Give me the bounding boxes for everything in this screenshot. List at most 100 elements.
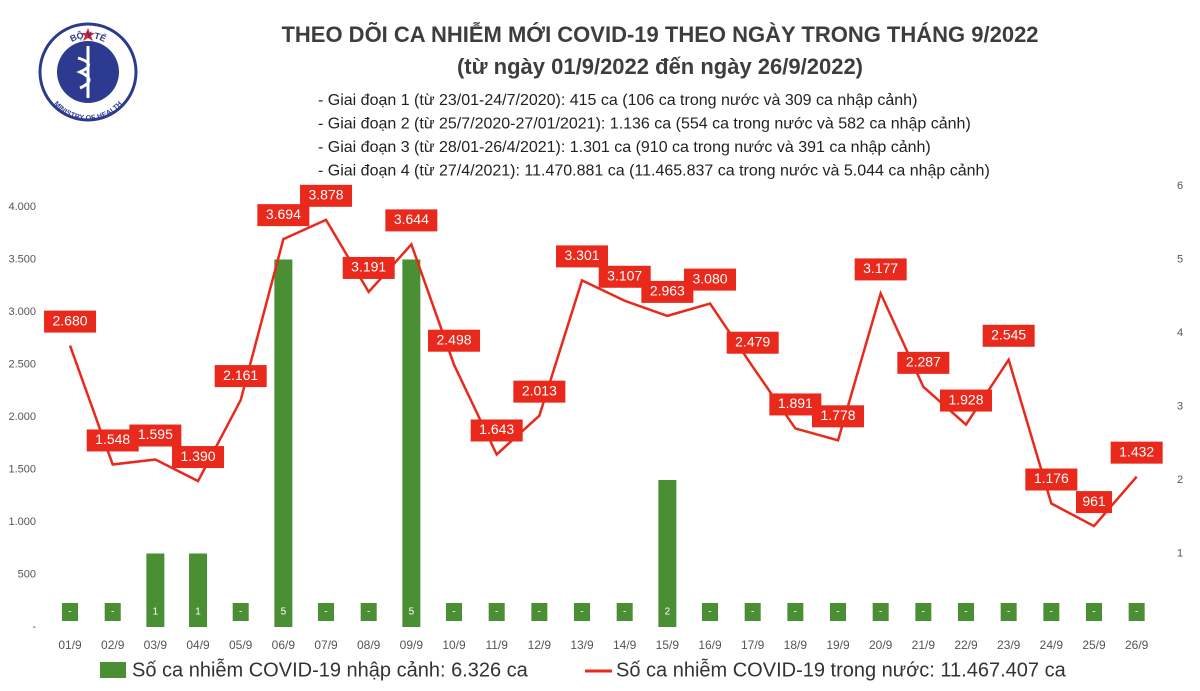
bar-label-box (446, 603, 463, 621)
bar-label-box (616, 603, 633, 621)
line-label-box (257, 204, 310, 227)
annotation: - Giai đoạn 2 (từ 25/7/2020-27/01/2021):… (318, 116, 971, 133)
bar-label-box (702, 603, 719, 621)
y2-tick-label: 4 (1177, 327, 1183, 339)
bar-value-label: - (964, 607, 967, 618)
x-tick-label: 01/9 (58, 638, 82, 652)
line-value-label: 1.891 (778, 395, 813, 411)
x-tick-label: 03/9 (144, 638, 168, 652)
bar-value-label: 1 (153, 607, 159, 618)
line-label-box (684, 268, 737, 291)
annotation: - Giai đoạn 1 (từ 23/01-24/7/2020): 415 … (318, 92, 917, 109)
line-label-box (897, 351, 950, 374)
x-tick-label: 06/9 (272, 638, 296, 652)
bar-value-label: - (922, 607, 925, 618)
x-tick-label: 11/9 (485, 638, 508, 652)
bar-label-box (958, 603, 975, 621)
bar-label-box (360, 603, 377, 621)
bar-label-box (1043, 603, 1060, 621)
x-tick-label: 08/9 (357, 638, 381, 652)
line-label-box (513, 380, 566, 403)
line-label-box (44, 310, 97, 333)
line-label-box (86, 429, 139, 452)
x-tick-label: 18/9 (784, 638, 808, 652)
line-value-label: 3.107 (607, 267, 642, 283)
line-label-box (385, 209, 438, 232)
bar (658, 480, 677, 627)
bar-value-label: - (1092, 607, 1095, 618)
logo-top: BỘ Y TẾ (69, 30, 108, 45)
bar-value-label: - (367, 607, 370, 618)
x-tick-label: 20/9 (869, 638, 893, 652)
line-value-label: 1.390 (181, 448, 216, 464)
x-tick-label: 14/9 (613, 638, 637, 652)
bar-value-label: - (1007, 607, 1010, 618)
line-label-box (769, 393, 822, 416)
bar-label-box (488, 603, 505, 621)
bar-value-label: - (580, 607, 583, 618)
bar (274, 259, 293, 627)
bar-value-label: 5 (281, 607, 287, 618)
line-value-label: 3.301 (564, 247, 599, 263)
bar-value-label: 1 (195, 607, 201, 618)
bar-value-label: 5 (409, 607, 415, 618)
line-value-label: 1.595 (138, 426, 173, 442)
line-label-box (129, 424, 182, 447)
bar-label-box (147, 603, 164, 621)
y-tick-label: 500 (18, 568, 36, 580)
y2-tick-label: 1 (1177, 547, 1183, 559)
bar-value-label: - (623, 607, 626, 618)
line-value-label: 2.013 (522, 382, 557, 398)
line-value-label: 2.963 (650, 283, 685, 299)
line-value-label: 1.176 (1034, 470, 1069, 486)
bar-label-box (62, 603, 79, 621)
line-label-box (556, 245, 609, 268)
annotation: - Giai đoạn 3 (từ 28/01-26/4/2021): 1.30… (318, 139, 931, 156)
line-value-label: 3.694 (266, 206, 301, 222)
bar-label-box (1086, 603, 1103, 621)
chart-title: THEO DÕI CA NHIỄM MỚI COVID-19 THEO NGÀY… (281, 21, 1038, 47)
annotation: - Giai đoạn 4 (từ 27/4/2021): 11.470.881… (318, 163, 990, 180)
line-value-label: 1.928 (948, 391, 983, 407)
line-value-label: 3.080 (692, 270, 727, 286)
bar-value-label: 2 (665, 607, 671, 618)
bar-label-box (830, 603, 847, 621)
x-tick-label: 16/9 (698, 638, 722, 652)
line-label-box (1110, 441, 1163, 464)
logo: BỘ Y TẾ MINISTRY OF HEALTH (38, 22, 138, 122)
line-value-label: 1.643 (479, 421, 514, 437)
x-tick-label: 26/9 (1125, 638, 1149, 652)
legend-swatch (100, 662, 126, 678)
x-tick-label: 05/9 (229, 638, 253, 652)
y-tick-label: 3.500 (8, 253, 36, 265)
line-value-label: 1.548 (95, 431, 130, 447)
line-value-label: 3.177 (863, 260, 898, 276)
bar-label-box (574, 603, 591, 621)
x-tick-label: 04/9 (186, 638, 210, 652)
line-label-box (982, 324, 1035, 347)
bar-label-box (744, 603, 761, 621)
line-label-box (812, 405, 865, 428)
x-tick-label: 15/9 (656, 638, 680, 652)
line-value-label: 961 (1082, 493, 1106, 509)
bar-label-box (318, 603, 335, 621)
bar-value-label: - (1050, 607, 1053, 618)
bar-label-box (659, 603, 676, 621)
line-value-label: 1.432 (1119, 443, 1154, 459)
bar-value-label: - (794, 607, 797, 618)
bar-value-label: - (452, 607, 455, 618)
bar-value-label: - (324, 607, 327, 618)
x-tick-label: 07/9 (314, 638, 338, 652)
line-label-box (214, 365, 267, 388)
line-label-box (598, 265, 651, 288)
bar-value-label: - (751, 607, 754, 618)
bar-label-box (403, 603, 420, 621)
bar-label-box (872, 603, 889, 621)
line-label-box (1076, 491, 1113, 514)
line-value-label: 1.778 (820, 407, 855, 423)
bar-value-label: - (1135, 607, 1138, 618)
bar-label-box (104, 603, 121, 621)
y2-tick-label: 5 (1177, 253, 1183, 265)
x-tick-label: 19/9 (826, 638, 850, 652)
line-label-box (854, 258, 907, 281)
